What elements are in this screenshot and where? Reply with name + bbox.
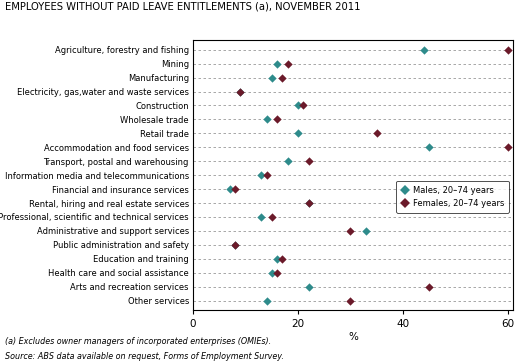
Point <box>504 144 512 150</box>
Point <box>273 117 281 122</box>
X-axis label: %: % <box>348 332 358 342</box>
Text: EMPLOYEES WITHOUT PAID LEAVE ENTITLEMENTS (a), NOVEMBER 2011: EMPLOYEES WITHOUT PAID LEAVE ENTITLEMENT… <box>5 2 361 12</box>
Text: (a) Excludes owner managers of incorporated enterprises (OMIEs).: (a) Excludes owner managers of incorpora… <box>5 337 271 346</box>
Point <box>273 256 281 262</box>
Text: Source: ABS data available on request, Forms of Employment Survey.: Source: ABS data available on request, F… <box>5 352 284 361</box>
Point <box>273 270 281 276</box>
Point <box>262 117 271 122</box>
Point <box>304 200 313 206</box>
Point <box>257 172 266 178</box>
Point <box>257 214 266 220</box>
Point <box>362 228 370 234</box>
Point <box>504 47 512 53</box>
Point <box>273 61 281 66</box>
Legend: Males, 20–74 years, Females, 20–74 years: Males, 20–74 years, Females, 20–74 years <box>396 181 509 213</box>
Point <box>262 172 271 178</box>
Point <box>294 130 302 136</box>
Point <box>236 89 244 94</box>
Point <box>346 228 355 234</box>
Point <box>346 298 355 303</box>
Point <box>372 130 381 136</box>
Point <box>262 298 271 303</box>
Point <box>278 75 287 81</box>
Point <box>278 256 287 262</box>
Point <box>236 89 244 94</box>
Point <box>294 102 302 108</box>
Point <box>231 186 239 192</box>
Point <box>231 242 239 248</box>
Point <box>284 61 292 66</box>
Point <box>304 200 313 206</box>
Point <box>268 214 276 220</box>
Point <box>268 75 276 81</box>
Point <box>304 158 313 164</box>
Point <box>304 284 313 290</box>
Point <box>299 102 307 108</box>
Point <box>225 186 234 192</box>
Point <box>268 270 276 276</box>
Point <box>231 242 239 248</box>
Point <box>425 284 433 290</box>
Point <box>425 144 433 150</box>
Point <box>284 158 292 164</box>
Point <box>419 47 428 53</box>
